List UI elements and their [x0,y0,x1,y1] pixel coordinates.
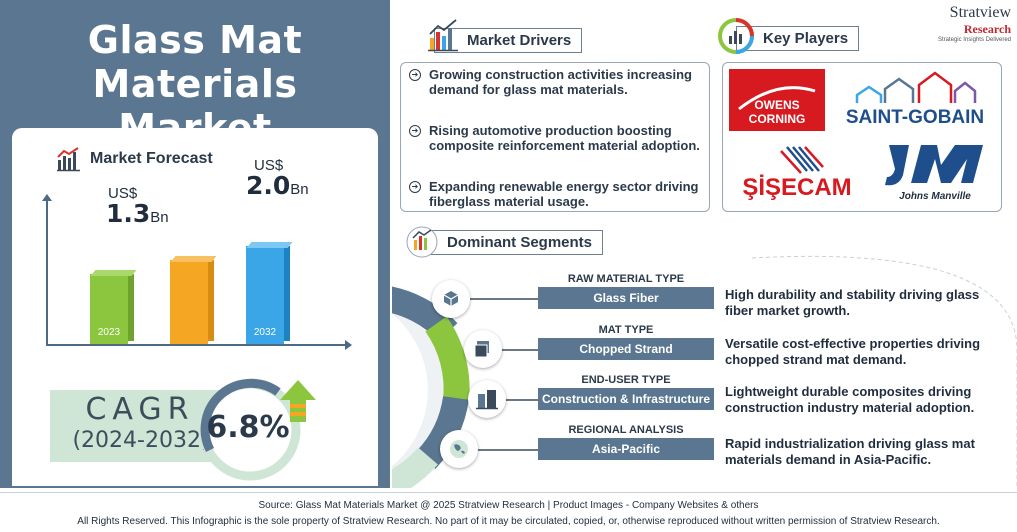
segments-arc-graphic [392,255,1017,488]
svg-text:SAINT-GOBAIN: SAINT-GOBAIN [846,107,984,128]
value-unit-2032: Bn [290,181,309,198]
chart-x-axis [46,340,352,350]
players-header: Key Players [718,18,860,54]
segments-chart-icon [406,226,438,258]
value-unit-2023: Bn [150,209,169,226]
pie-chart-icon [718,18,754,54]
bar-2023-front [90,274,128,344]
players-card: OWENS CORNING SAINT-GOBAIN ŞİŞECAM Johns… [722,62,1002,212]
forecast-heading: Market Forecast [90,150,213,167]
building-icon [468,380,506,418]
segment-desc-4: Rapid industrialization driving glass ma… [725,436,975,467]
segment-type-2: MAT TYPE [598,324,654,336]
arrow-right-icon: ➔ [409,181,421,193]
sisecam-logo: ŞİŞECAM [742,146,852,201]
stratview-brand: Stratview Research Strategic Insights De… [911,4,1011,43]
bar-2023-year: 2023 [97,327,121,338]
svg-text:ŞİŞECAM: ŞİŞECAM [742,174,851,201]
bar-2023-top [90,270,137,276]
johns-manville-logo: Johns Manville [885,145,983,202]
forecast-header: Market Forecast [56,146,213,172]
segment-value-1: Glass Fiber [538,287,714,309]
players-heading: Key Players [736,26,860,51]
saint-gobain-logo: SAINT-GOBAIN [846,71,984,128]
segments-heading: Dominant Segments [418,230,604,255]
layers-icon [464,330,502,368]
segment-type-3: END-USER TYPE [581,374,671,386]
bar-2032-year: 2032 [253,327,277,338]
segment-value-2: Chopped Strand [538,338,714,360]
segment-desc-1: High durability and stability driving gl… [725,287,980,318]
drivers-heading: Market Drivers [434,28,583,53]
segments-area: RAW MATERIAL TYPE Glass Fiber High durab… [392,240,1017,488]
arrow-right-icon: ➔ [409,69,421,81]
value-label-2032: US$ 2.0Bn [246,158,309,198]
footer-divider [0,492,1017,493]
growth-chart-icon [428,19,458,52]
footer-rights: All Rights Reserved. This Infographic is… [77,516,940,527]
svg-text:OWENS: OWENS [754,98,799,112]
value-label-2023: US$ 1.3Bn [70,186,169,226]
driver-text-2: Rising automotive production boosting co… [429,123,700,153]
value-number-2032: 2.0 [246,171,291,200]
value-number-2023: 1.3 [106,199,151,228]
segment-desc-3: Lightweight durable composites driving c… [725,384,975,415]
driver-text-1: Growing construction activities increasi… [429,67,692,97]
chart-y-axis [42,194,52,346]
segment-type-1: RAW MATERIAL TYPE [567,273,685,285]
forecast-chart: 2023 2032 US$ 1.3Bn US$ 2.0Bn [48,158,344,344]
bar-middle-top [170,256,217,262]
segment-value-3: Construction & Infrastructure [538,388,714,410]
bar-middle-front [170,260,208,344]
footer-source: Source: Glass Mat Materials Market @ 202… [258,500,759,511]
bar-2032-side [284,246,290,341]
bar-2023-side [128,274,134,341]
driver-text-3: Expanding renewable energy sector drivin… [429,179,699,209]
cagr-ring-icon [199,378,316,481]
globe-map-icon [440,430,478,468]
bar-middle-side [208,260,214,341]
arrow-right-icon: ➔ [409,125,421,137]
brand-tagline: Strategic Insights Delivered [937,37,1011,43]
bar-2032: 2032 [246,242,293,344]
cube-hand-icon [432,280,470,318]
drivers-header: Market Drivers [428,19,583,53]
svg-text:Johns Manville: Johns Manville [899,191,971,202]
brand-sub: Research [963,22,1011,36]
segment-value-4: Asia-Pacific [538,438,714,460]
title-line-1: Glass Mat [87,18,303,62]
bar-middle [170,256,217,344]
drivers-card: ➔ Growing construction activities increa… [400,62,710,212]
bar-chart-icon [57,147,80,172]
driver-item: ➔ Rising automotive production boosting … [409,123,701,153]
cagr-label: CAGR [85,392,195,427]
value-prefix-2032: US$ [254,157,284,174]
segment-desc-2: Versatile cost-effective properties driv… [725,336,981,367]
segment-type-4: REGIONAL ANALYSIS [568,424,684,436]
bar-2032-top [246,242,293,248]
bar-2023: 2023 [90,270,137,344]
driver-item: ➔ Expanding renewable energy sector driv… [409,179,701,209]
segments-header: Dominant Segments [406,226,604,258]
owens-corning-logo: OWENS CORNING [729,69,825,131]
svg-text:CORNING: CORNING [749,112,806,126]
cagr-period: (2024-2032) [72,428,210,453]
cagr-value: 6.8% [206,410,290,445]
bar-2032-front [246,246,284,344]
value-prefix-2023: US$ [108,185,138,202]
brand-name: Stratview [949,4,1011,21]
driver-item: ➔ Growing construction activities increa… [409,67,701,97]
